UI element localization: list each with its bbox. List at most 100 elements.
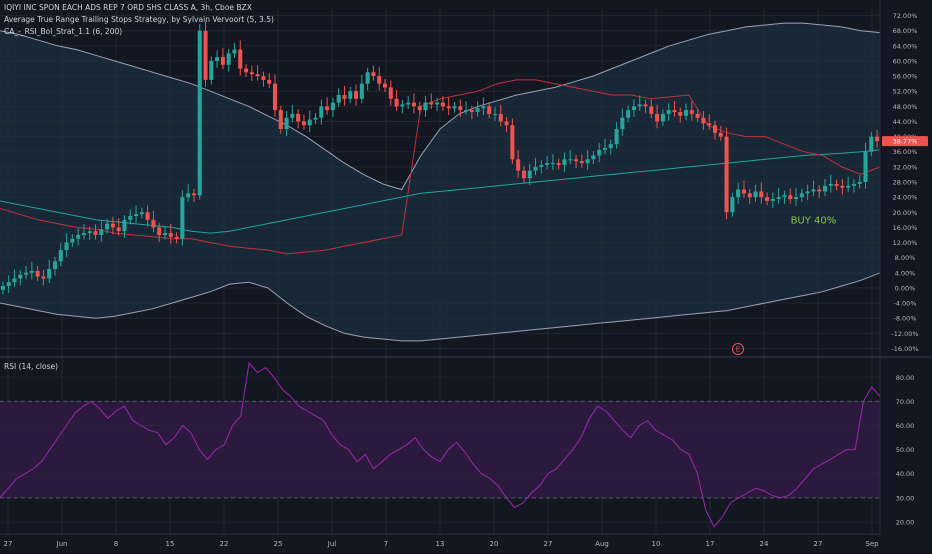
candle-body — [377, 76, 382, 84]
price-tick-label: 24.00% — [893, 194, 918, 202]
candle-body — [272, 83, 278, 111]
candle-body — [400, 104, 405, 107]
candle — [35, 266, 40, 282]
candle-body — [765, 197, 770, 201]
candle — [313, 113, 318, 125]
candle — [521, 166, 526, 183]
candle — [701, 110, 706, 131]
candle-body — [162, 233, 168, 235]
candle-body — [139, 212, 144, 215]
candle — [707, 114, 712, 130]
candle — [516, 150, 521, 178]
candle-body — [267, 79, 272, 84]
lower-band-line — [0, 272, 881, 342]
candle-body — [510, 125, 515, 160]
candle-body — [417, 106, 422, 111]
candle — [319, 99, 324, 125]
candle — [371, 65, 376, 81]
price-tick-label: 68.00% — [893, 27, 918, 35]
candle — [527, 163, 532, 186]
candle — [504, 116, 509, 133]
candle — [244, 63, 249, 77]
candle — [70, 234, 75, 248]
candle — [348, 86, 353, 104]
time-tick-label: Sep — [865, 540, 879, 548]
indicator-atr-label[interactable]: Average True Range Trailing Stops Strate… — [4, 15, 274, 24]
candle — [799, 188, 804, 202]
candle-body — [568, 159, 573, 161]
candle-body — [817, 189, 822, 192]
candle — [174, 232, 179, 244]
candle — [365, 67, 370, 91]
candle-body — [215, 57, 220, 61]
indicator-rsi-bol-label[interactable]: CA_-_RSI_Bol_Strat_1.1 (6, 200) — [4, 27, 123, 36]
candle — [301, 114, 306, 130]
candle-body — [411, 102, 416, 107]
price-tick-label: 44.00% — [893, 118, 918, 126]
candle — [869, 132, 874, 157]
rsi-panel-label[interactable]: RSI (14, close) — [4, 362, 59, 371]
candle — [325, 97, 330, 115]
candle — [336, 88, 341, 108]
price-tick-label: 0.00% — [895, 284, 916, 292]
candle — [330, 98, 335, 117]
candle — [145, 205, 150, 227]
candle — [232, 42, 237, 58]
candle — [411, 93, 416, 114]
candle-body — [151, 219, 156, 228]
candle — [753, 184, 758, 202]
candle-body — [643, 104, 648, 107]
candle — [649, 99, 654, 119]
candle-body — [330, 102, 335, 111]
candle-body — [776, 197, 781, 200]
candle — [64, 233, 69, 257]
candle-body — [695, 113, 700, 118]
candle-body — [678, 112, 683, 116]
candle — [382, 79, 388, 92]
candle — [660, 109, 665, 127]
candle-body — [863, 151, 868, 182]
candle — [602, 138, 608, 155]
candle — [452, 101, 457, 113]
candle-body — [689, 110, 694, 114]
trailing-stop-line — [0, 79, 881, 255]
candle — [562, 152, 567, 172]
candle — [574, 154, 579, 169]
candle-body — [52, 261, 58, 269]
candle-body — [342, 95, 347, 99]
candle — [794, 188, 799, 206]
price-tick-label: 12.00% — [893, 239, 918, 247]
rsi-tick-label: 80.00 — [896, 374, 915, 382]
candle — [359, 74, 364, 104]
candle — [267, 73, 272, 89]
candle-body — [620, 117, 625, 130]
candle — [712, 120, 718, 140]
candle-body — [736, 189, 741, 198]
rsi-tick-label: 60.00 — [896, 422, 915, 430]
candle — [220, 48, 225, 70]
candle — [197, 23, 202, 200]
time-tick-label: 8 — [114, 540, 118, 548]
time-tick-label: 15 — [166, 540, 175, 548]
earnings-marker-label: E — [736, 346, 740, 354]
candle-body — [6, 282, 11, 287]
candle — [52, 256, 58, 276]
time-tick-label: 25 — [274, 540, 283, 548]
candle-body — [180, 197, 185, 239]
candle-body — [631, 106, 636, 111]
last-price-tag — [882, 136, 928, 147]
candle — [261, 71, 266, 87]
candle-body — [110, 223, 115, 228]
candle-body — [423, 102, 428, 111]
candle-body — [209, 60, 214, 80]
candle-body — [626, 110, 631, 118]
candle-body — [388, 87, 393, 99]
candle — [12, 269, 17, 287]
candle — [498, 104, 503, 127]
candle — [863, 142, 868, 189]
candle — [134, 205, 139, 223]
symbol-title[interactable]: IQIYI INC SPON EACH ADS REP 7 ORD SHS CL… — [4, 3, 252, 12]
candle — [765, 192, 770, 206]
